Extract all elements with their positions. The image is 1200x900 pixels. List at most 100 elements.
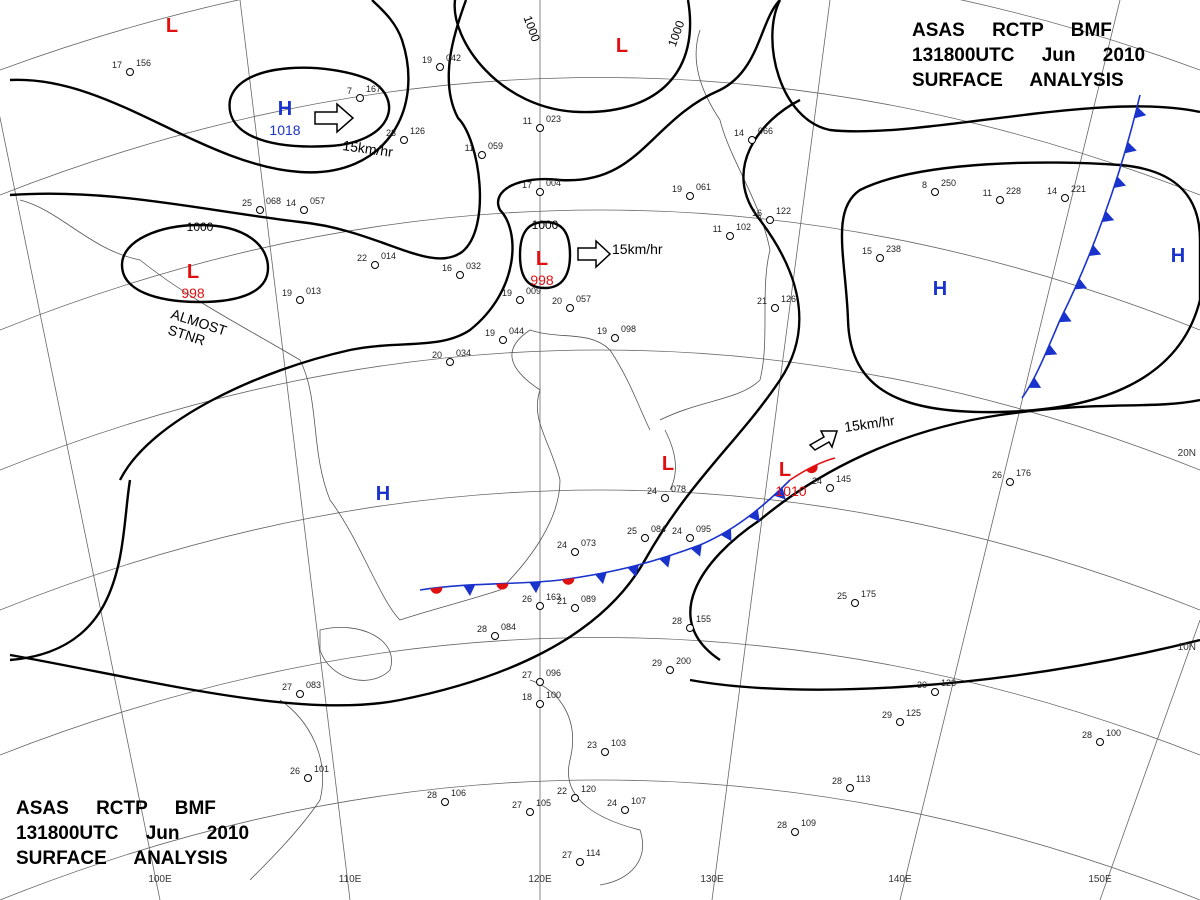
station-marker <box>441 798 449 806</box>
station-marker <box>536 700 544 708</box>
station-temp: 29 <box>882 710 892 720</box>
station-temp: 14 <box>286 198 296 208</box>
station-marker <box>566 304 574 312</box>
station-temp: 27 <box>562 850 572 860</box>
station-temp: 28 <box>672 616 682 626</box>
station-temp: 23 <box>587 740 597 750</box>
station-temp: 14 <box>1047 186 1057 196</box>
station-pressure: 100 <box>546 690 561 700</box>
station-temp: 24 <box>607 798 617 808</box>
station-pressure: 122 <box>776 206 791 216</box>
station-temp: 19 <box>422 55 432 65</box>
station-marker <box>601 748 609 756</box>
station-pressure: 200 <box>676 656 691 666</box>
warm-front-semicircle <box>430 587 443 594</box>
station-marker <box>621 806 629 814</box>
station-marker <box>771 304 779 312</box>
station-pressure: 004 <box>546 178 561 188</box>
longitude-label: 100E <box>148 874 172 885</box>
center-value: 1010 <box>775 483 806 499</box>
station-marker <box>641 534 649 542</box>
station-pressure: 044 <box>509 326 524 336</box>
station-marker <box>536 124 544 132</box>
station-pressure: 083 <box>306 680 321 690</box>
station-temp: 11 <box>523 116 532 126</box>
center-symbol: L <box>536 248 548 270</box>
station-temp: 14 <box>734 128 744 138</box>
station-pressure: 167 <box>366 84 381 94</box>
station-pressure: 163 <box>546 592 561 602</box>
station-temp: 17 <box>112 60 122 70</box>
station-marker <box>851 599 859 607</box>
station-marker <box>256 206 264 214</box>
cold-front-triangle <box>1088 244 1102 256</box>
warm-front-semicircle <box>806 464 818 474</box>
station-pressure: 228 <box>1006 186 1021 196</box>
station-marker <box>661 494 669 502</box>
station-marker <box>571 794 579 802</box>
station-marker <box>478 151 486 159</box>
cold-front-triangle <box>1028 377 1042 388</box>
station-temp: 28 <box>832 776 842 786</box>
station-marker <box>931 188 939 196</box>
station-marker <box>666 666 674 674</box>
isobar-label: 1000 <box>187 220 214 234</box>
center-symbol: H <box>933 278 947 300</box>
station-temp: 19 <box>282 288 292 298</box>
cold-front-triangle <box>1134 106 1147 119</box>
station-temp: 25 <box>627 526 637 536</box>
station-pressure: 250 <box>941 178 956 188</box>
station-pressure: 100 <box>1106 728 1121 738</box>
fronts <box>419 94 1147 596</box>
station-marker <box>296 690 304 698</box>
station-temp: 27 <box>512 800 522 810</box>
station-temp: 29 <box>652 658 662 668</box>
station-marker <box>304 774 312 782</box>
station-temp: 24 <box>672 526 682 536</box>
cold-front-triangle <box>690 544 702 557</box>
station-temp: 24 <box>647 486 657 496</box>
station-pressure: 013 <box>306 286 321 296</box>
station-pressure: 023 <box>546 114 561 124</box>
cold-front-triangle <box>1059 311 1072 323</box>
warm-front-semicircle <box>562 577 575 585</box>
station-pressure: 032 <box>466 261 481 271</box>
station-pressure: 145 <box>836 474 851 484</box>
cold-front-triangle <box>1074 278 1088 290</box>
station-pressure: 126 <box>781 294 796 304</box>
cold-front-triangle <box>1113 176 1127 188</box>
cold-front-triangle <box>1101 210 1115 223</box>
station-temp: 19 <box>502 288 512 298</box>
station-temp: 16 <box>442 263 452 273</box>
station-pressure: 109 <box>801 818 816 828</box>
station-temp: 19 <box>672 184 682 194</box>
station-marker <box>356 94 364 102</box>
station-pressure: 095 <box>696 524 711 534</box>
cold-front-triangle <box>1044 344 1058 356</box>
station-marker <box>300 206 308 214</box>
station-marker <box>446 358 454 366</box>
station-marker <box>436 63 444 71</box>
station-temp: 11 <box>983 188 992 198</box>
motion-label: 15km/hr <box>612 241 663 257</box>
station-temp: 20 <box>552 296 562 306</box>
station-pressure: 155 <box>696 614 711 624</box>
station-temp: 28 <box>777 820 787 830</box>
center-value: 998 <box>181 285 205 301</box>
station-temp: 21 <box>757 296 767 306</box>
station-pressure: 057 <box>576 294 591 304</box>
center-symbol: H <box>376 483 390 505</box>
station-pressure: 073 <box>581 538 596 548</box>
station-temp: 30 <box>917 680 927 690</box>
station-temp: 21 <box>557 596 567 606</box>
station-pressure: 078 <box>671 484 686 494</box>
station-marker <box>876 254 884 262</box>
station-marker <box>686 192 694 200</box>
station-temp: 19 <box>597 326 607 336</box>
station-marker <box>686 624 694 632</box>
station-marker <box>611 334 619 342</box>
station-marker <box>571 548 579 556</box>
station-pressure: 068 <box>266 196 281 206</box>
motion-label: 15km/hr <box>843 412 896 435</box>
